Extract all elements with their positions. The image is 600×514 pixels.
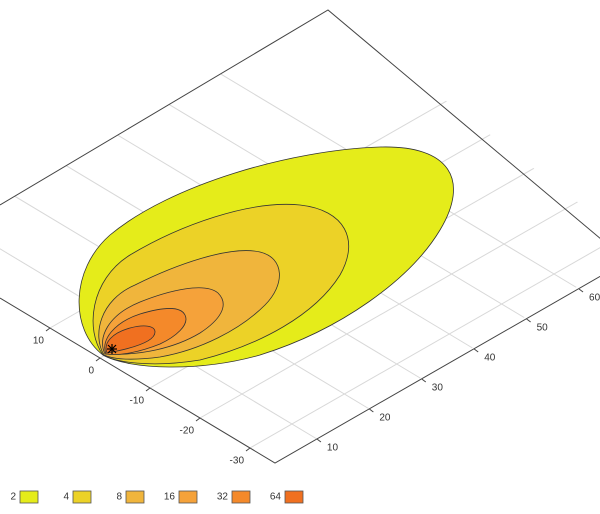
y-tick-label: 10 [33, 336, 45, 347]
y-tick [195, 417, 201, 422]
legend-swatch [125, 490, 145, 504]
legend-swatch [19, 490, 39, 504]
y-tick-label: -10 [130, 396, 145, 407]
x-tick-label: 30 [432, 383, 444, 394]
x-tick [526, 318, 531, 323]
peak-marker [107, 344, 117, 354]
legend-swatch [72, 490, 92, 504]
grid-line [199, 57, 600, 419]
x-tick-label: 10 [327, 443, 339, 454]
y-tick [95, 357, 101, 362]
y-tick-label: -20 [180, 426, 195, 437]
grid-line [0, 78, 318, 440]
x-tick-label: 40 [484, 353, 496, 364]
y-tick [245, 447, 251, 452]
legend-label: 16 [164, 492, 176, 503]
x-tick [473, 348, 479, 353]
y-tick-label: -30 [230, 456, 245, 467]
grid-line [249, 87, 600, 449]
y-tick [145, 387, 151, 392]
x-tick [369, 408, 374, 413]
legend-label: 64 [270, 492, 282, 503]
y-tick [45, 327, 51, 332]
legend-label: 2 [10, 492, 16, 503]
legend-swatch [284, 490, 304, 504]
x-tick-label: 50 [537, 323, 549, 334]
grid-line [0, 10, 580, 290]
contour-region [105, 325, 156, 354]
legend-label: 4 [63, 492, 69, 503]
legend-swatch [178, 490, 198, 504]
y-tick-label: 0 [88, 366, 94, 377]
legend: 2 4 8 16 32 64 [10, 490, 304, 504]
legend-label: 8 [116, 492, 122, 503]
legend-label: 32 [217, 492, 229, 503]
x-tick [316, 438, 322, 443]
plane-edges [0, 9, 600, 464]
x-tick-label: 20 [379, 413, 391, 424]
x-tick [578, 288, 584, 293]
x-tick [421, 378, 427, 383]
x-tick-label: 60 [589, 293, 600, 304]
legend-swatch [231, 490, 251, 504]
contours [78, 146, 454, 368]
